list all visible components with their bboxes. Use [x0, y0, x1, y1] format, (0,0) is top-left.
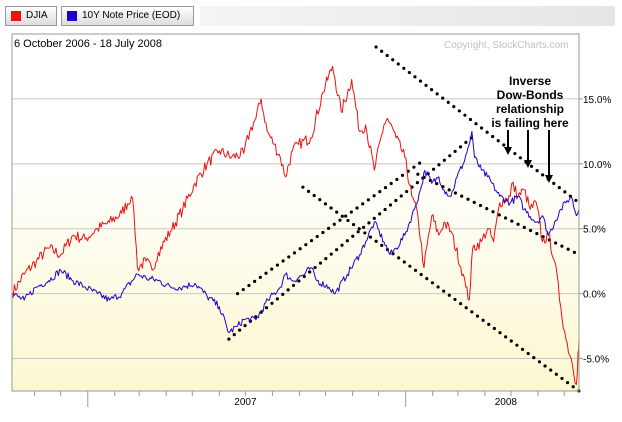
trendline [301, 185, 581, 393]
annotation-arrows [504, 130, 553, 183]
series-line-djia [11, 66, 580, 385]
series-layer [11, 66, 580, 385]
x-tick-label: 2008 [495, 397, 518, 408]
trendline-layer [227, 45, 581, 393]
trendline [416, 172, 581, 257]
y-tick-label: 0.0% [583, 290, 606, 301]
copyright-label: Copyright, StockCharts.com [444, 40, 569, 51]
date-range-label: 6 October 2006 - 18 July 2008 [14, 38, 162, 50]
y-tick-label: 10.0% [583, 160, 611, 171]
y-tick-label: 5.0% [583, 225, 606, 236]
y-axis: -5.0% 0.0% 5.0% 10.0% 15.0% [579, 95, 611, 366]
plot-background [12, 34, 579, 391]
legend-item-djia[interactable]: DJIA [5, 6, 57, 26]
annotation-text: Inverse Dow-Bonds relationship is failin… [491, 74, 569, 130]
grid-layer [12, 98, 579, 360]
trendline [235, 159, 424, 296]
legend-item-10y-note[interactable]: 10Y Note Price (EOD) [61, 6, 194, 26]
x-axis: 2007 2008 [34, 391, 565, 408]
trendline [374, 45, 581, 205]
x-tick-label: 2007 [234, 397, 257, 408]
legend-label-10y-note: 10Y Note Price (EOD) [82, 10, 181, 21]
legend-swatch-10y-note [67, 11, 77, 21]
legend-strip [200, 6, 615, 26]
y-tick-label: 15.0% [583, 95, 611, 106]
plot-border [11, 33, 580, 392]
series-line-10y-note [11, 130, 580, 334]
annotation-arrow-head [545, 175, 553, 183]
y-tick-label: -5.0% [583, 355, 609, 366]
legend-label-djia: DJIA [26, 10, 48, 21]
annotation-arrow-head [524, 160, 532, 168]
legend-bar: DJIA 10Y Note Price (EOD) [0, 0, 622, 30]
annotation-arrow-head [504, 147, 512, 155]
legend-swatch-djia [11, 11, 21, 21]
trendline [227, 133, 477, 341]
